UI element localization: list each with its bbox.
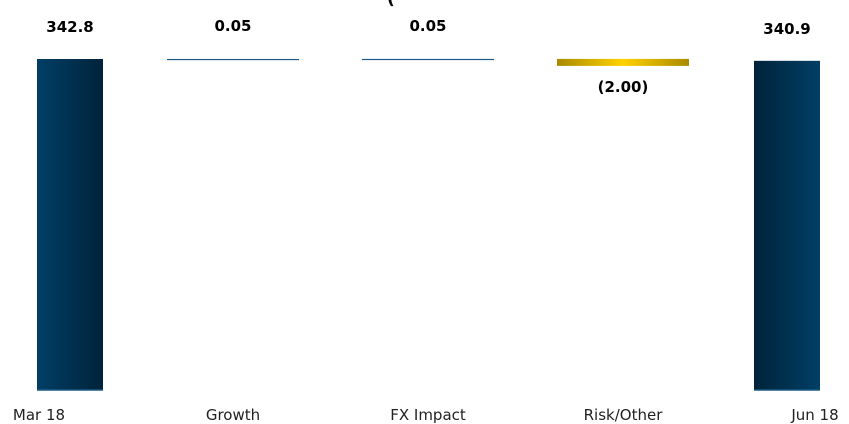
data-label-growth: 0.05 [214,17,251,35]
category-label-fx-impact: FX Impact [390,406,466,424]
category-label-mar-18: Mar 18 [13,406,65,424]
data-label-fx-impact: 0.05 [409,17,446,35]
bar-fx-impact [362,58,494,61]
category-label-growth: Growth [206,406,260,424]
category-label-jun-18: Jun 18 [790,406,838,424]
category-labels-layer: Mar 18 Growth FX Impact Risk/Other Jun 18 [13,406,839,424]
bar-risk-other [557,58,689,66]
category-label-risk-other: Risk/Other [584,406,664,424]
chart-title: ( [387,0,395,9]
bars-layer [37,58,820,391]
bar-jun-18 [754,60,820,391]
data-label-mar-18: 342.8 [46,18,93,36]
data-labels-layer: 342.8 0.05 0.05 (2.00) 340.9 [46,17,810,96]
bar-mar-18 [37,59,103,390]
data-label-jun-18: 340.9 [763,20,810,38]
bar-growth [167,58,299,61]
data-label-risk-other: (2.00) [598,78,649,96]
